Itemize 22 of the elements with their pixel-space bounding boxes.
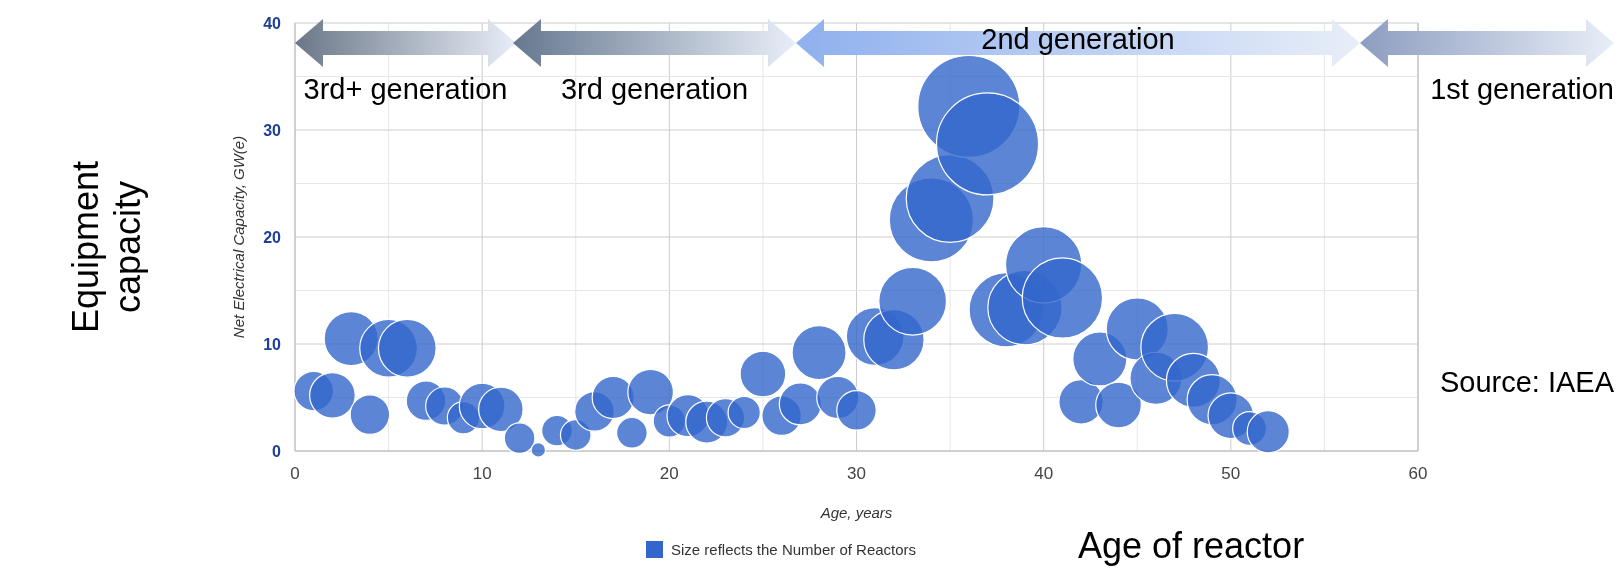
y-tick-label: 40 xyxy=(263,15,282,32)
annotation: 3rd generation xyxy=(560,73,749,105)
x-tick-label: 50 xyxy=(1221,464,1241,483)
x-tick-label: 10 xyxy=(472,464,492,483)
y-axis-title: Net Electrical Capacity, GW(e) xyxy=(230,135,247,339)
y-tick-label: 10 xyxy=(263,336,282,353)
y-tick-label: 20 xyxy=(263,229,282,246)
x-tick-label: 60 xyxy=(1408,464,1428,483)
annotation: 2nd generation xyxy=(981,23,1175,55)
y-tick-label: 30 xyxy=(263,122,282,139)
x-tick-label: 20 xyxy=(659,464,679,483)
annotation: 3rd+ generation xyxy=(303,73,508,105)
x-axis-title: Age, years xyxy=(819,504,893,521)
legend-label: Size reflects the Number of Reactors xyxy=(671,541,917,558)
text: 1st generation xyxy=(1430,73,1614,105)
y-tick-label: 0 xyxy=(272,443,282,460)
x-tick-label: 30 xyxy=(847,464,866,483)
text: Equipment capacity xyxy=(65,160,148,334)
x-tick-label: 0 xyxy=(290,464,300,483)
text: Age of reactor xyxy=(1078,525,1305,566)
x-tick-label: 40 xyxy=(1034,464,1054,483)
source-note: Source: IAEA xyxy=(1439,366,1615,398)
